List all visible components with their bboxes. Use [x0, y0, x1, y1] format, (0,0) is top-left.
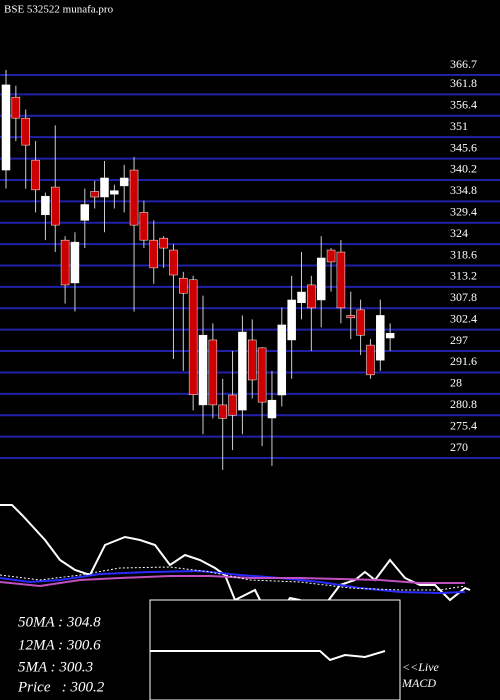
candle-body	[51, 186, 60, 226]
candle-body	[316, 257, 326, 301]
candle-body	[248, 339, 257, 381]
candle-body	[277, 324, 287, 396]
candle-body	[100, 177, 109, 198]
candle-body	[198, 334, 208, 406]
candle-body	[287, 299, 296, 341]
candle-body	[179, 277, 188, 294]
candle-body	[129, 169, 139, 226]
candle-body	[119, 177, 129, 187]
y-tick-label: 366.7	[450, 57, 477, 71]
candle-body	[326, 249, 336, 263]
candle-body	[110, 190, 119, 195]
candle-body	[257, 347, 267, 403]
candle-body	[238, 331, 247, 411]
ma-panel	[0, 504, 471, 622]
chart-title: BSE 532522 munafa.pro	[4, 4, 114, 16]
y-tick-label: 340.2	[450, 162, 477, 176]
y-tick-label: 313.2	[450, 269, 477, 283]
candles	[1, 69, 395, 470]
annotation: 5MA : 300.3	[18, 659, 93, 675]
y-tick-label: 361.8	[450, 76, 477, 90]
candle-body	[169, 249, 178, 276]
macd-label: <<Live	[402, 660, 440, 674]
candle-body	[218, 404, 227, 419]
annotation: Price : 300.2	[17, 679, 105, 695]
macd-label: MACD	[401, 676, 436, 690]
candle-body	[336, 251, 346, 309]
y-tick-label: 280.8	[450, 397, 477, 411]
y-tick-label: 302.4	[450, 311, 477, 325]
candle-body	[21, 117, 30, 146]
candle-body	[90, 191, 99, 198]
macd-line	[150, 650, 386, 662]
candle-body	[31, 159, 40, 191]
candle-body	[346, 315, 355, 319]
y-tick-label: 270	[450, 440, 468, 454]
y-tick-label: 345.6	[450, 140, 477, 154]
y-tick-label: 351	[450, 119, 468, 133]
y-tick-label: 318.6	[450, 247, 477, 261]
annotation: 50MA : 304.8	[18, 614, 101, 630]
candle-body	[1, 84, 11, 171]
ma-5	[0, 566, 466, 591]
y-tick-label: 291.6	[450, 354, 477, 368]
candle-body	[149, 239, 158, 269]
ma-12	[0, 575, 465, 588]
y-tick-label: 275.4	[450, 418, 477, 432]
candle-body	[228, 394, 237, 416]
candle-body	[188, 279, 198, 395]
candle-body	[60, 239, 70, 286]
candle-body	[70, 241, 80, 284]
candle-body	[41, 195, 50, 216]
candle-body	[385, 332, 395, 339]
y-tick-label: 324	[450, 226, 468, 240]
candle-body	[159, 237, 168, 249]
y-tick-label: 297	[450, 333, 468, 347]
annotation: 12MA : 300.6	[18, 637, 101, 653]
candle-body	[376, 315, 385, 361]
y-tick-label: 28	[450, 376, 462, 390]
candle-body	[139, 212, 149, 241]
candle-body	[267, 399, 277, 419]
candle-body	[208, 339, 218, 406]
candle-body	[297, 291, 306, 303]
candle-body	[356, 309, 365, 336]
candle-body	[307, 284, 316, 309]
ma-50	[0, 569, 466, 595]
candle-body	[80, 204, 90, 221]
y-tick-label: 307.8	[450, 290, 477, 304]
y-tick-label: 329.4	[450, 204, 477, 218]
candle-body	[366, 344, 375, 376]
y-tick-label: 356.4	[450, 98, 477, 112]
y-tick-label: 334.8	[450, 183, 477, 197]
candle-body	[11, 96, 21, 119]
